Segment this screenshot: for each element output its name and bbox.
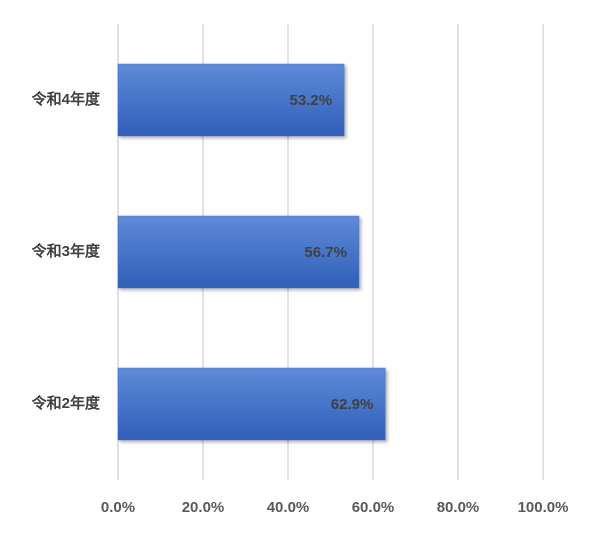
y-tick-label: 令和2年度 bbox=[32, 394, 101, 412]
y-tick-label: 令和4年度 bbox=[32, 90, 101, 108]
bar bbox=[117, 367, 386, 441]
x-tick-label: 80.0% bbox=[437, 499, 480, 516]
x-tick-label: 40.0% bbox=[267, 499, 310, 516]
y-tick-label: 令和3年度 bbox=[32, 242, 101, 260]
x-tick-label: 20.0% bbox=[182, 499, 225, 516]
x-tick-label: 0.0% bbox=[101, 499, 135, 516]
value-label: 53.2% bbox=[290, 92, 333, 109]
value-label: 62.9% bbox=[331, 396, 374, 413]
bar bbox=[117, 63, 345, 137]
bar bbox=[117, 215, 360, 289]
x-tick-label: 60.0% bbox=[352, 499, 395, 516]
x-tick-label: 100.0% bbox=[518, 499, 569, 516]
value-label: 56.7% bbox=[304, 244, 347, 261]
